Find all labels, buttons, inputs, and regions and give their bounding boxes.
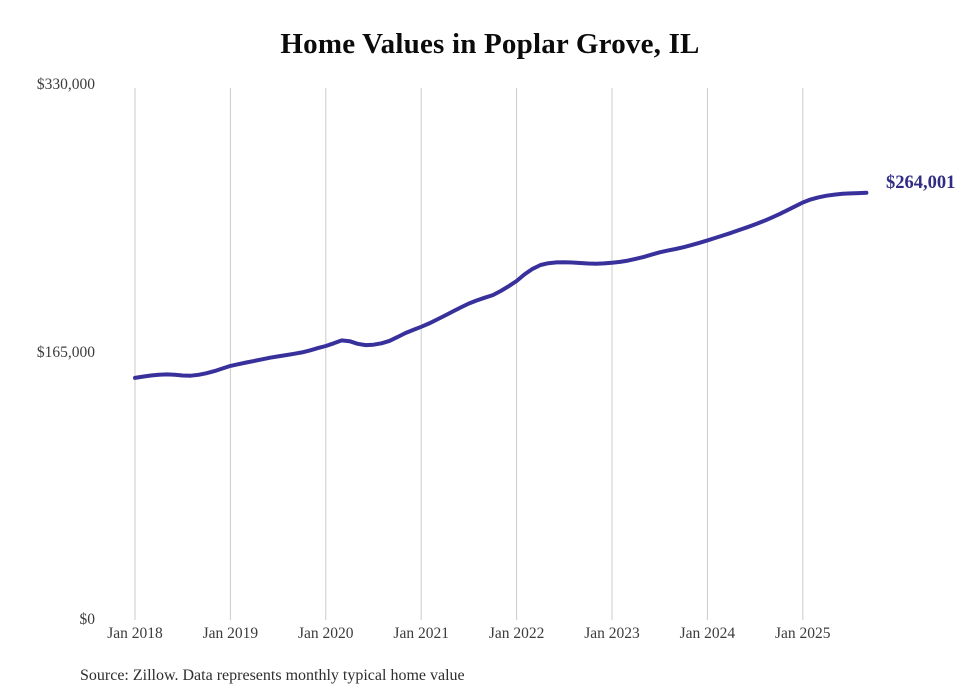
source-note: Source: Zillow. Data represents monthly … bbox=[80, 667, 465, 684]
x-axis-tick: Jan 2023 bbox=[584, 625, 640, 642]
x-axis-tick: Jan 2024 bbox=[679, 625, 736, 642]
y-axis-tick-165000: $165,000 bbox=[36, 344, 95, 361]
x-axis-tick: Jan 2019 bbox=[202, 625, 259, 642]
y-axis-tick-0: $0 bbox=[79, 611, 96, 628]
gridlines-group bbox=[134, 88, 804, 620]
x-axis-tick: Jan 2018 bbox=[107, 625, 163, 642]
chart-title: Home Values in Poplar Grove, IL bbox=[280, 28, 700, 60]
y-axis-tick-330000: $330,000 bbox=[36, 76, 95, 93]
x-axis-tick: Jan 2025 bbox=[775, 625, 831, 642]
home-value-line bbox=[133, 190, 869, 380]
x-axis-tick: Jan 2020 bbox=[298, 625, 354, 642]
x-axis-tick: Jan 2022 bbox=[488, 625, 545, 642]
last-value-label: $264,001 bbox=[886, 173, 956, 193]
x-axis-tick: Jan 2021 bbox=[393, 625, 449, 642]
